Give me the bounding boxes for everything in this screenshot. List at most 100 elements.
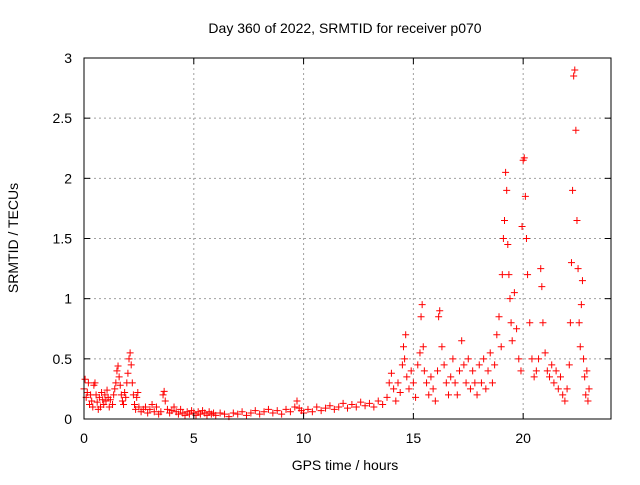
data-point (379, 401, 387, 409)
data-point (460, 361, 468, 369)
data-point (127, 361, 135, 369)
data-point (144, 409, 152, 417)
data-point (392, 397, 400, 405)
data-point (212, 411, 220, 419)
data-point (282, 405, 290, 413)
data-point (111, 385, 119, 393)
data-point (161, 397, 169, 405)
data-point (548, 361, 556, 369)
data-point (414, 361, 422, 369)
data-point (436, 307, 444, 315)
data-point (103, 386, 111, 394)
x-tick-label: 20 (515, 430, 531, 446)
data-point (539, 319, 547, 327)
data-point (507, 319, 515, 327)
data-point (152, 403, 160, 411)
data-point (174, 410, 182, 418)
data-point (131, 401, 139, 409)
data-point (498, 271, 506, 279)
data-point (229, 409, 237, 417)
data-point (278, 410, 286, 418)
data-point (308, 408, 316, 416)
data-point (429, 385, 437, 393)
data-point (99, 396, 107, 404)
data-point (518, 222, 526, 230)
data-point (501, 216, 509, 224)
y-tick-label: 2 (64, 170, 72, 186)
data-point (125, 355, 133, 363)
data-point (398, 361, 406, 369)
data-point (216, 409, 224, 417)
data-point (293, 397, 301, 405)
data-point (435, 313, 443, 321)
data-point (535, 355, 543, 363)
data-point (526, 319, 534, 327)
data-point (402, 331, 410, 339)
x-tick-label: 5 (190, 430, 198, 446)
x-tick-label: 15 (406, 430, 422, 446)
data-point (521, 192, 529, 200)
data-point (530, 373, 538, 381)
data-point (464, 355, 472, 363)
y-tick-label: 0.5 (53, 351, 73, 367)
data-point (543, 367, 551, 375)
data-point (559, 391, 567, 399)
data-point (471, 379, 479, 387)
data-point (286, 408, 294, 416)
data-point (330, 405, 338, 413)
data-point (390, 385, 398, 393)
x-tick-label: 10 (296, 430, 312, 446)
x-axis-label: GPS time / hours (292, 457, 399, 473)
data-point (504, 241, 512, 249)
data-point (538, 283, 546, 291)
data-point (580, 355, 588, 363)
data-point (486, 349, 494, 357)
grid-layer (84, 58, 611, 419)
data-point (405, 385, 413, 393)
data-point (584, 397, 592, 405)
data-point (503, 186, 511, 194)
data-point (128, 379, 136, 387)
data-point (449, 355, 457, 363)
data-point (196, 410, 204, 418)
data-point (121, 389, 129, 397)
data-point (141, 403, 149, 411)
y-tick-label: 2.5 (53, 110, 73, 126)
data-point (168, 407, 176, 415)
data-point (157, 408, 165, 416)
data-point (505, 271, 513, 279)
data-point (495, 313, 503, 321)
data-point (344, 404, 351, 412)
data-point (322, 404, 330, 412)
data-point (120, 401, 128, 409)
data-point (583, 367, 591, 375)
data-point (582, 391, 590, 399)
y-axis-label: SRMTID / TECUs (5, 183, 21, 293)
data-point (352, 403, 360, 411)
data-point (565, 361, 573, 369)
data-point (313, 403, 321, 411)
data-point (506, 295, 514, 303)
data-point (554, 385, 562, 393)
data-point (159, 391, 167, 399)
data-point (473, 391, 481, 399)
data-point (89, 403, 97, 411)
data-point (181, 411, 189, 419)
data-point (576, 343, 584, 351)
data-point (528, 355, 536, 363)
data-point (552, 367, 560, 375)
data-point (469, 367, 477, 375)
data-point (401, 355, 409, 363)
data-point (577, 301, 585, 309)
data-point (502, 168, 510, 176)
data-point (578, 277, 586, 285)
data-point (569, 186, 577, 194)
x-tick-label: 0 (80, 430, 88, 446)
data-point (234, 410, 242, 418)
data-point (546, 373, 554, 381)
data-point (116, 381, 124, 389)
data-point (133, 393, 141, 401)
data-point (567, 259, 575, 267)
